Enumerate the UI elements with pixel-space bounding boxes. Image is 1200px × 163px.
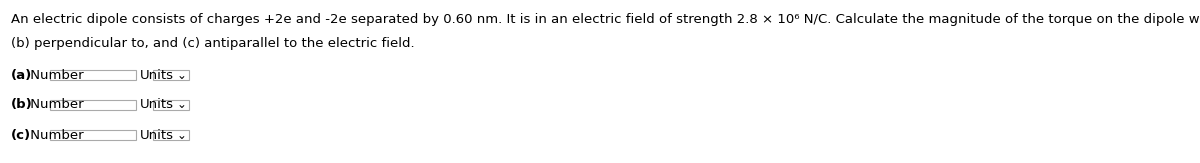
FancyBboxPatch shape	[50, 70, 136, 80]
Text: ⌄: ⌄	[176, 129, 186, 142]
Text: Number: Number	[25, 98, 83, 111]
Text: Number: Number	[25, 129, 83, 142]
FancyBboxPatch shape	[50, 100, 136, 110]
FancyBboxPatch shape	[154, 100, 190, 110]
FancyBboxPatch shape	[154, 70, 190, 80]
FancyBboxPatch shape	[50, 130, 136, 140]
Text: (b) perpendicular to, and (c) antiparallel to the electric field.: (b) perpendicular to, and (c) antiparall…	[11, 37, 415, 50]
Text: An electric dipole consists of charges +2e and -2e separated by 0.60 nm. It is i: An electric dipole consists of charges +…	[11, 13, 1200, 26]
Text: Units: Units	[140, 98, 174, 111]
Text: ⌄: ⌄	[176, 98, 186, 111]
Text: (b): (b)	[11, 98, 32, 111]
Text: (c): (c)	[11, 129, 31, 142]
Text: Units: Units	[140, 129, 174, 142]
Text: (a): (a)	[11, 69, 32, 82]
Text: Number: Number	[25, 69, 83, 82]
Text: ⌄: ⌄	[176, 69, 186, 82]
Text: Units: Units	[140, 69, 174, 82]
FancyBboxPatch shape	[154, 130, 190, 140]
